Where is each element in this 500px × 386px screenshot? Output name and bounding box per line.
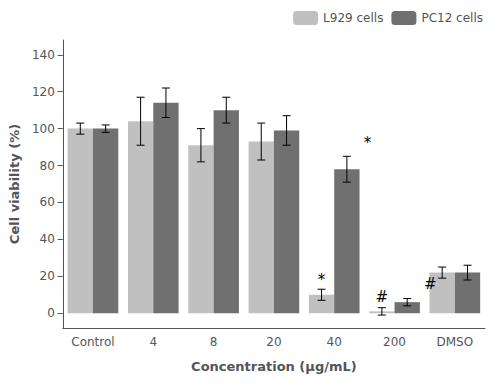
svg-text:PC12 cells: PC12 cells	[421, 11, 483, 25]
svg-text:L929 cells: L929 cells	[323, 11, 383, 25]
svg-text:*: *	[318, 271, 326, 289]
svg-text:200: 200	[383, 335, 406, 349]
svg-text:100: 100	[32, 122, 55, 136]
svg-text:DMSO: DMSO	[437, 335, 474, 349]
svg-text:8: 8	[210, 335, 218, 349]
svg-text:40: 40	[40, 232, 55, 246]
svg-text:Cell viability (%): Cell viability (%)	[7, 124, 22, 244]
svg-text:60: 60	[40, 195, 55, 209]
svg-text:0: 0	[47, 306, 55, 320]
svg-text:20: 20	[40, 269, 55, 283]
svg-text:Control: Control	[71, 335, 114, 349]
svg-text:40: 40	[327, 335, 342, 349]
svg-text:#: #	[376, 288, 389, 306]
svg-text:140: 140	[32, 48, 55, 62]
svg-text:120: 120	[32, 85, 55, 99]
svg-text:20: 20	[266, 335, 281, 349]
svg-text:4: 4	[149, 335, 157, 349]
svg-text:#: #	[424, 275, 437, 293]
svg-text:80: 80	[40, 159, 55, 173]
svg-text:*: *	[364, 134, 372, 152]
svg-text:Concentration (μg/mL): Concentration (μg/mL)	[191, 359, 357, 374]
